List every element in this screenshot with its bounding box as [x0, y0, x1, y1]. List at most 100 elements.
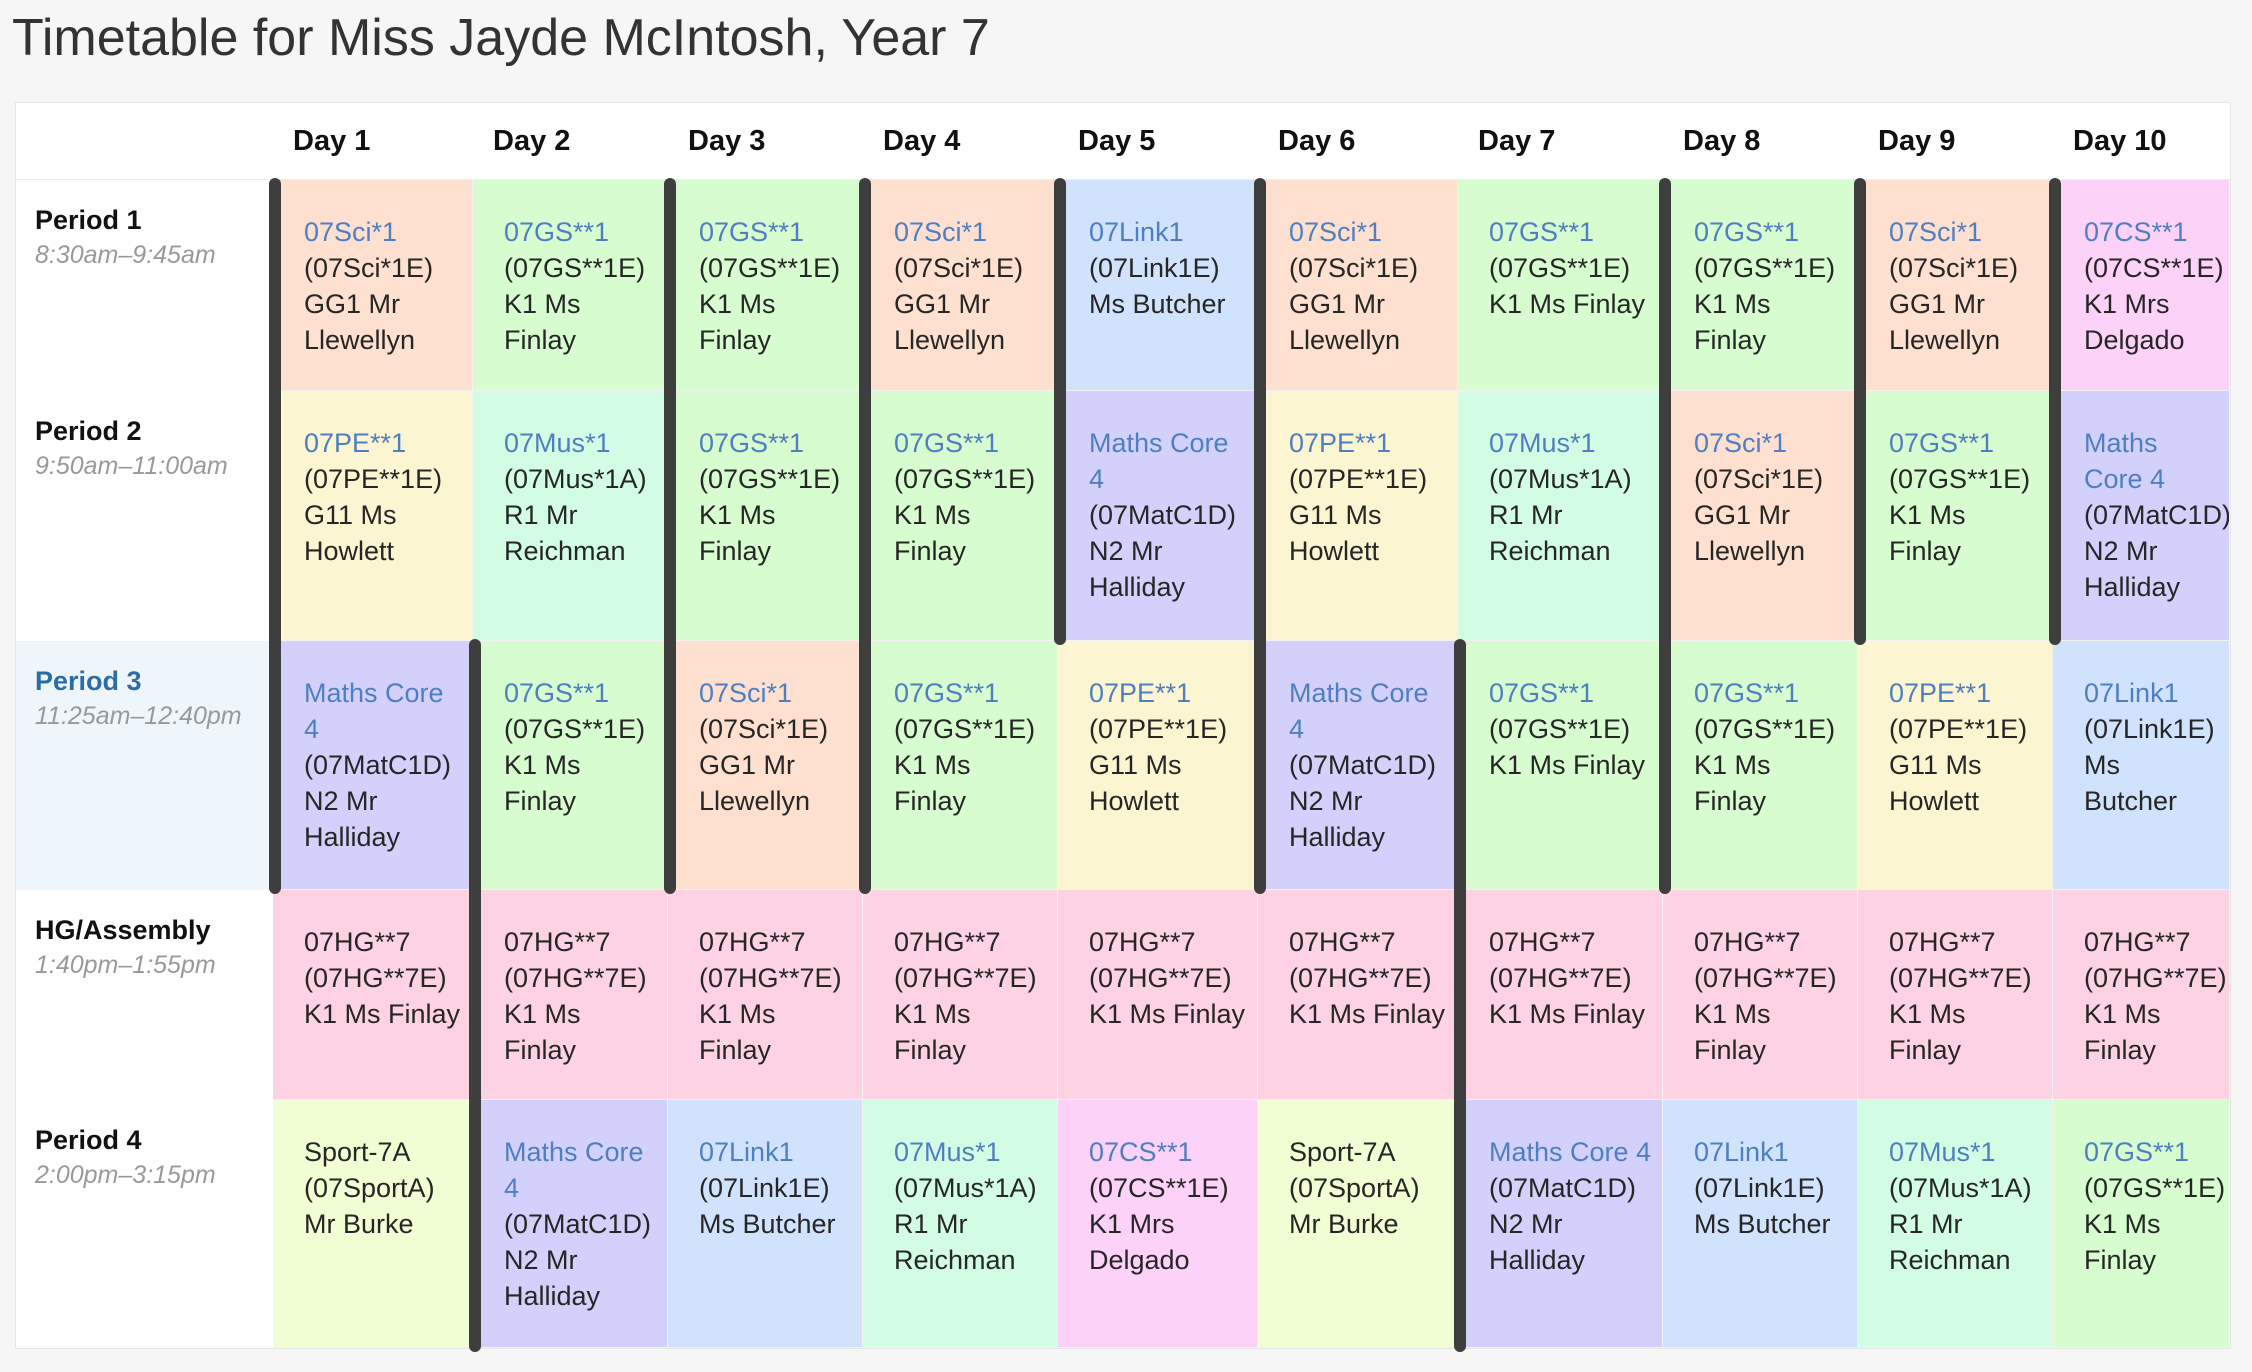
lesson-cell: Maths Core 4 (07MatC1D) N2 Mr Halliday: [1458, 1100, 1663, 1348]
class-details: (07Mus*1A) R1 Mr Reichman: [1889, 1173, 2032, 1275]
class-details: (07PE**1E) G11 Ms Howlett: [1889, 714, 2028, 816]
class-link[interactable]: 07GS**1: [504, 678, 610, 708]
class-link[interactable]: Maths Core 4: [1289, 678, 1429, 744]
class-link[interactable]: Maths Core 4: [304, 678, 444, 744]
class-link[interactable]: 07Link1: [2084, 678, 2179, 708]
class-link[interactable]: 07Mus*1: [1889, 1137, 1996, 1167]
class-details: (07GS**1E) K1 Ms Finlay: [894, 714, 1036, 816]
class-details: (07HG**7E) K1 Ms Finlay: [1694, 963, 1837, 1065]
class-link[interactable]: Maths Core 4: [2084, 428, 2166, 494]
period-time: 8:30am–9:45am: [35, 241, 216, 269]
class-name: 07HG**7: [1489, 927, 1596, 957]
class-link[interactable]: 07CS**1: [1089, 1137, 1193, 1167]
class-link[interactable]: 07PE**1: [1889, 678, 1992, 708]
day-divider-marker: [1659, 178, 1671, 894]
class-link[interactable]: Maths Core 4: [504, 1137, 644, 1203]
class-link[interactable]: 07Mus*1: [894, 1137, 1001, 1167]
class-link[interactable]: 07GS**1: [1489, 217, 1595, 247]
class-link[interactable]: Maths Core 4: [1489, 1137, 1652, 1167]
class-name: Sport-7A: [304, 1137, 411, 1167]
class-link[interactable]: 07PE**1: [304, 428, 407, 458]
class-link[interactable]: 07Link1: [699, 1137, 794, 1167]
class-details: (07Sci*1E) GG1 Mr Llewellyn: [699, 714, 829, 816]
class-details: (07CS**1E) K1 Mrs Delgado: [2084, 253, 2224, 355]
class-link[interactable]: 07Link1: [1694, 1137, 1789, 1167]
header-divider: [16, 179, 2230, 180]
class-link[interactable]: 07GS**1: [1694, 217, 1800, 247]
class-link[interactable]: Maths Core 4: [1089, 428, 1229, 494]
lesson-cell: Sport-7A (07SportA) Mr Burke: [1258, 1100, 1458, 1348]
lesson-cell: 07GS**1 (07GS**1E) K1 Ms Finlay: [1458, 641, 1663, 890]
day-header-6: Day 6: [1278, 125, 1356, 157]
lesson-cell: 07PE**1 (07PE**1E) G11 Ms Howlett: [273, 391, 473, 641]
period-name: Period 4: [35, 1125, 142, 1155]
class-link[interactable]: 07CS**1: [2084, 217, 2188, 247]
class-details: (07Sci*1E) GG1 Mr Llewellyn: [894, 253, 1024, 355]
day-divider-marker: [1054, 178, 1066, 645]
lesson-cell: 07Sci*1 (07Sci*1E) GG1 Mr Llewellyn: [668, 641, 863, 890]
class-details: (07Link1E) Ms Butcher: [1694, 1173, 1831, 1239]
class-link[interactable]: 07Sci*1: [699, 678, 793, 708]
class-link[interactable]: 07Sci*1: [304, 217, 398, 247]
class-link[interactable]: 07GS**1: [2084, 1137, 2190, 1167]
day-divider-marker: [1454, 639, 1466, 1352]
day-header-8: Day 8: [1683, 125, 1761, 157]
class-details: (07PE**1E) G11 Ms Howlett: [1289, 464, 1428, 566]
lesson-cell: 07GS**1 (07GS**1E) K1 Ms Finlay: [473, 180, 668, 391]
period-name: HG/Assembly: [35, 915, 211, 945]
lesson-cell: 07CS**1 (07CS**1E) K1 Mrs Delgado: [1058, 1100, 1258, 1348]
class-link[interactable]: 07PE**1: [1089, 678, 1192, 708]
lesson-cell: 07HG**7 (07HG**7E) K1 Ms Finlay: [1663, 890, 1858, 1100]
class-link[interactable]: 07GS**1: [1889, 428, 1995, 458]
timetable-grid: Day 1 Day 2 Day 3 Day 4 Day 5 Day 6 Day 7 Day 8…: [15, 102, 2231, 1352]
class-link[interactable]: 07GS**1: [1694, 678, 1800, 708]
day-divider-marker: [664, 178, 676, 894]
lesson-cell: Maths Core 4 (07MatC1D) N2 Mr Halliday: [273, 641, 473, 890]
class-details: (07HG**7E) K1 Ms Finlay: [304, 963, 461, 1029]
period-time: 2:00pm–3:15pm: [35, 1161, 216, 1189]
day-divider-marker: [469, 639, 481, 1352]
class-link[interactable]: 07GS**1: [699, 217, 805, 247]
class-name: 07HG**7: [1089, 927, 1196, 957]
class-name: 07HG**7: [504, 927, 611, 957]
lesson-cell: 07HG**7 (07HG**7E) K1 Ms Finlay: [1858, 890, 2053, 1100]
period-name: Period 2: [35, 416, 142, 446]
lesson-cell: 07Mus*1 (07Mus*1A) R1 Mr Reichman: [863, 1100, 1058, 1348]
class-details: (07MatC1D) N2 Mr Halliday: [1289, 750, 1437, 852]
lesson-cell: 07HG**7 (07HG**7E) K1 Ms Finlay: [2053, 890, 2230, 1100]
class-name: 07HG**7: [699, 927, 806, 957]
class-details: (07Mus*1A) R1 Mr Reichman: [504, 464, 647, 566]
class-name: 07HG**7: [304, 927, 411, 957]
day-header-9: Day 9: [1878, 125, 1956, 157]
class-link[interactable]: 07GS**1: [699, 428, 805, 458]
lesson-cell: 07GS**1 (07GS**1E) K1 Ms Finlay: [1663, 180, 1858, 391]
class-link[interactable]: 07GS**1: [894, 678, 1000, 708]
day-header-5: Day 5: [1078, 125, 1156, 157]
lesson-cell: 07GS**1 (07GS**1E) K1 Ms Finlay: [1663, 641, 1858, 890]
class-link[interactable]: 07Sci*1: [1289, 217, 1383, 247]
class-link[interactable]: 07Sci*1: [1694, 428, 1788, 458]
lesson-cell: 07Sci*1 (07Sci*1E) GG1 Mr Llewellyn: [1258, 180, 1458, 391]
lesson-cell: Maths Core 4 (07MatC1D) N2 Mr Halliday: [2053, 391, 2230, 641]
class-details: (07SportA) Mr Burke: [304, 1173, 435, 1239]
lesson-cell: 07GS**1 (07GS**1E) K1 Ms Finlay: [863, 641, 1058, 890]
class-details: (07Mus*1A) R1 Mr Reichman: [894, 1173, 1037, 1275]
lesson-cell: 07Sci*1 (07Sci*1E) GG1 Mr Llewellyn: [273, 180, 473, 391]
class-details: (07GS**1E) K1 Ms Finlay: [894, 464, 1036, 566]
class-link[interactable]: 07Link1: [1089, 217, 1184, 247]
lesson-cell: 07HG**7 (07HG**7E) K1 Ms Finlay: [668, 890, 863, 1100]
class-link[interactable]: 07Mus*1: [1489, 428, 1596, 458]
class-link[interactable]: 07PE**1: [1289, 428, 1392, 458]
page-title: Timetable for Miss Jayde McIntosh, Year …: [12, 9, 990, 67]
class-link[interactable]: 07Sci*1: [894, 217, 988, 247]
class-link[interactable]: 07GS**1: [894, 428, 1000, 458]
class-link[interactable]: 07Mus*1: [504, 428, 611, 458]
class-link[interactable]: 07GS**1: [504, 217, 610, 247]
class-details: (07HG**7E) K1 Ms Finlay: [1289, 963, 1446, 1029]
class-link[interactable]: 07Sci*1: [1889, 217, 1983, 247]
class-details: (07GS**1E) K1 Ms Finlay: [699, 253, 841, 355]
class-link[interactable]: 07GS**1: [1489, 678, 1595, 708]
class-details: (07HG**7E) K1 Ms Finlay: [894, 963, 1037, 1065]
lesson-cell: 07Sci*1 (07Sci*1E) GG1 Mr Llewellyn: [863, 180, 1058, 391]
class-name: Sport-7A: [1289, 1137, 1396, 1167]
